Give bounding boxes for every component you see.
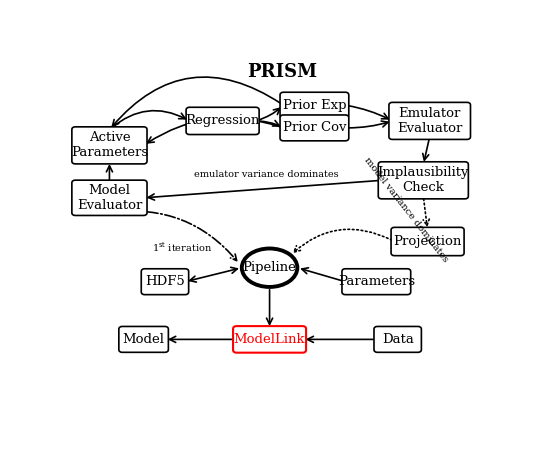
Text: emulator variance dominates: emulator variance dominates: [194, 170, 339, 178]
Text: Prior Exp: Prior Exp: [283, 99, 346, 112]
FancyBboxPatch shape: [141, 269, 188, 295]
FancyBboxPatch shape: [378, 162, 468, 199]
FancyBboxPatch shape: [233, 326, 306, 353]
Text: model variance dominates: model variance dominates: [363, 156, 450, 264]
Text: Projection: Projection: [393, 235, 462, 248]
Text: Data: Data: [382, 333, 414, 346]
FancyBboxPatch shape: [72, 127, 147, 164]
Text: Implausibility
Check: Implausibility Check: [377, 166, 469, 194]
Text: Model: Model: [123, 333, 165, 346]
Text: PRISM: PRISM: [247, 63, 317, 81]
FancyBboxPatch shape: [374, 326, 422, 352]
Text: Prior Cov: Prior Cov: [283, 121, 346, 134]
Text: Pipeline: Pipeline: [242, 261, 296, 274]
Text: Emulator
Evaluator: Emulator Evaluator: [397, 107, 462, 135]
Text: Active
Parameters: Active Parameters: [71, 131, 148, 159]
Text: Model
Evaluator: Model Evaluator: [77, 184, 142, 212]
Text: ModelLink: ModelLink: [234, 333, 305, 346]
FancyBboxPatch shape: [280, 115, 349, 141]
FancyBboxPatch shape: [280, 92, 349, 118]
FancyBboxPatch shape: [186, 107, 259, 134]
FancyBboxPatch shape: [72, 180, 147, 216]
Text: HDF5: HDF5: [145, 275, 185, 288]
FancyBboxPatch shape: [389, 102, 471, 139]
Text: Regression: Regression: [186, 114, 260, 128]
FancyBboxPatch shape: [119, 326, 169, 352]
Text: 1$^{\rm st}$ iteration: 1$^{\rm st}$ iteration: [152, 240, 212, 254]
FancyBboxPatch shape: [391, 227, 464, 256]
Ellipse shape: [242, 248, 298, 287]
FancyBboxPatch shape: [342, 269, 410, 295]
Text: Parameters: Parameters: [338, 275, 415, 288]
